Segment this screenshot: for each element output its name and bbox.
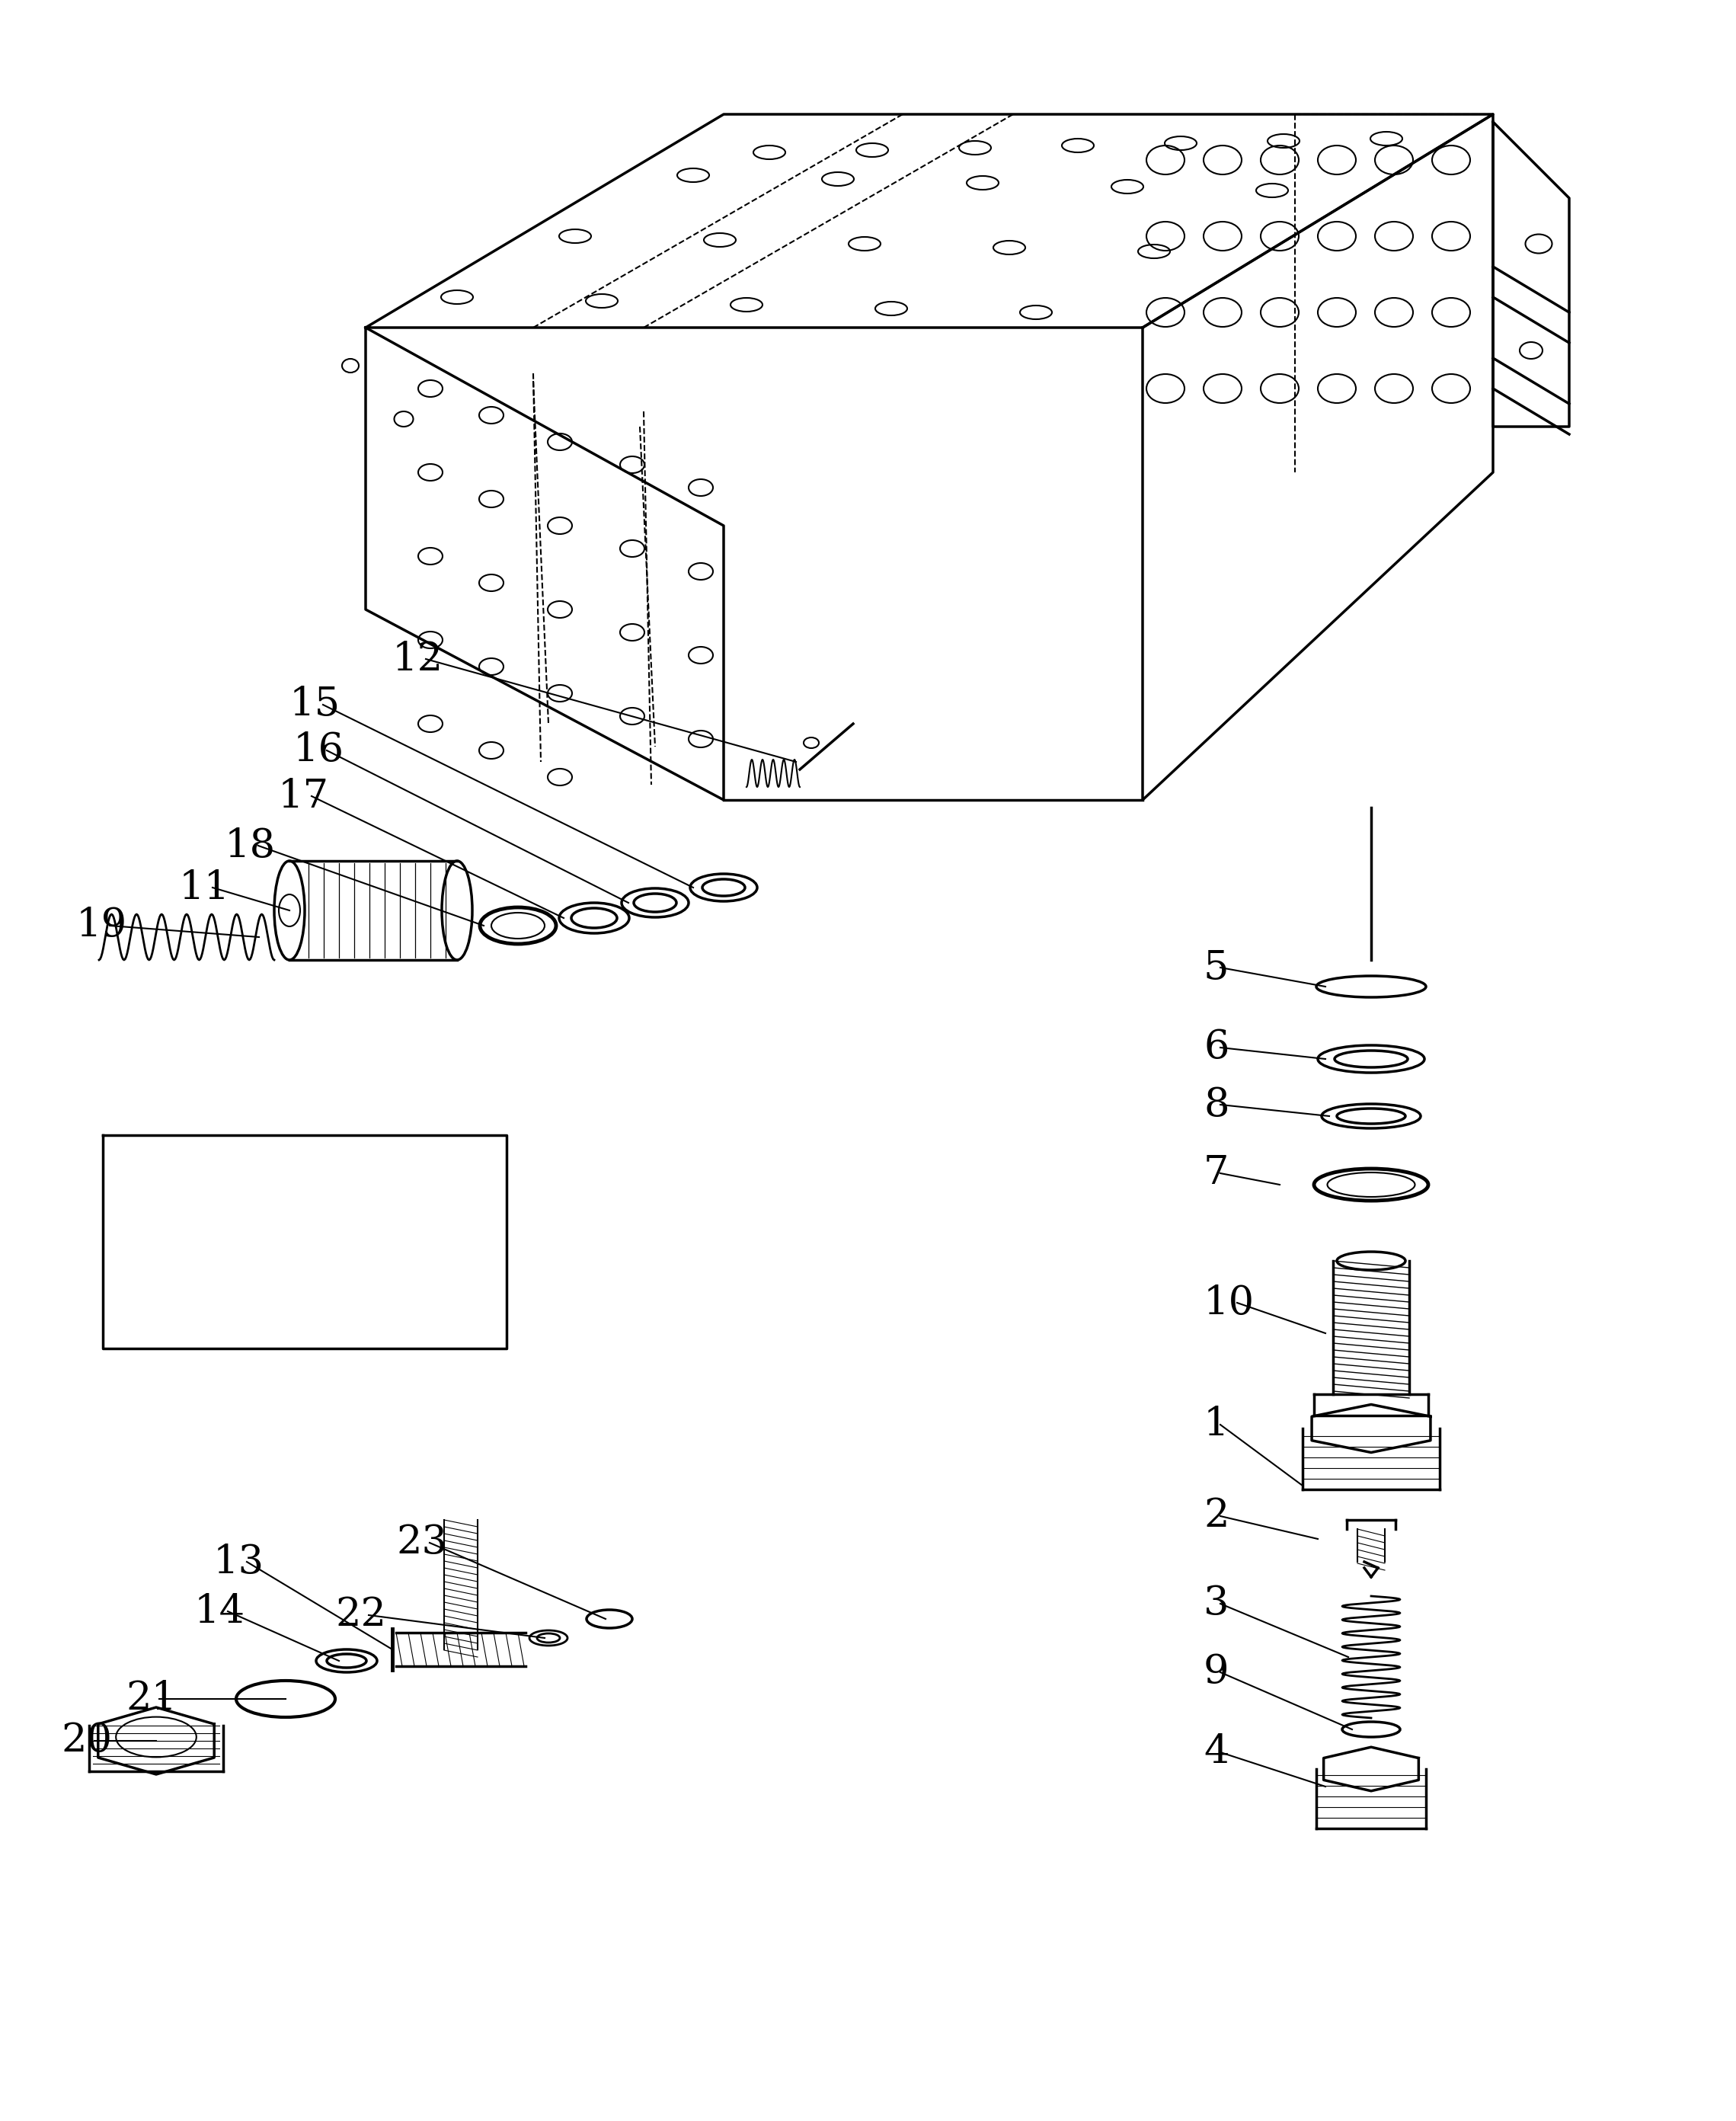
Text: 17: 17 bbox=[278, 776, 330, 817]
Text: 10: 10 bbox=[1203, 1283, 1255, 1321]
Text: 6: 6 bbox=[1203, 1029, 1229, 1067]
Text: 15: 15 bbox=[290, 685, 340, 723]
Text: 18: 18 bbox=[224, 827, 276, 865]
Text: 1: 1 bbox=[1203, 1406, 1229, 1444]
Text: 21: 21 bbox=[125, 1680, 177, 1718]
Text: 22: 22 bbox=[335, 1595, 385, 1635]
Text: 23: 23 bbox=[396, 1523, 448, 1563]
Text: 16: 16 bbox=[293, 732, 344, 770]
Text: 12: 12 bbox=[392, 641, 443, 679]
Text: 19: 19 bbox=[76, 906, 127, 946]
Text: 8: 8 bbox=[1203, 1086, 1229, 1124]
Text: 9: 9 bbox=[1203, 1652, 1229, 1693]
Text: 7: 7 bbox=[1203, 1154, 1229, 1192]
Text: 3: 3 bbox=[1203, 1584, 1229, 1623]
Text: 4: 4 bbox=[1203, 1733, 1229, 1771]
Text: 13: 13 bbox=[214, 1542, 264, 1582]
Text: 2: 2 bbox=[1203, 1497, 1229, 1536]
Text: 20: 20 bbox=[61, 1722, 113, 1760]
Text: 11: 11 bbox=[179, 867, 231, 908]
Text: 5: 5 bbox=[1203, 948, 1229, 986]
Text: 14: 14 bbox=[194, 1593, 245, 1631]
